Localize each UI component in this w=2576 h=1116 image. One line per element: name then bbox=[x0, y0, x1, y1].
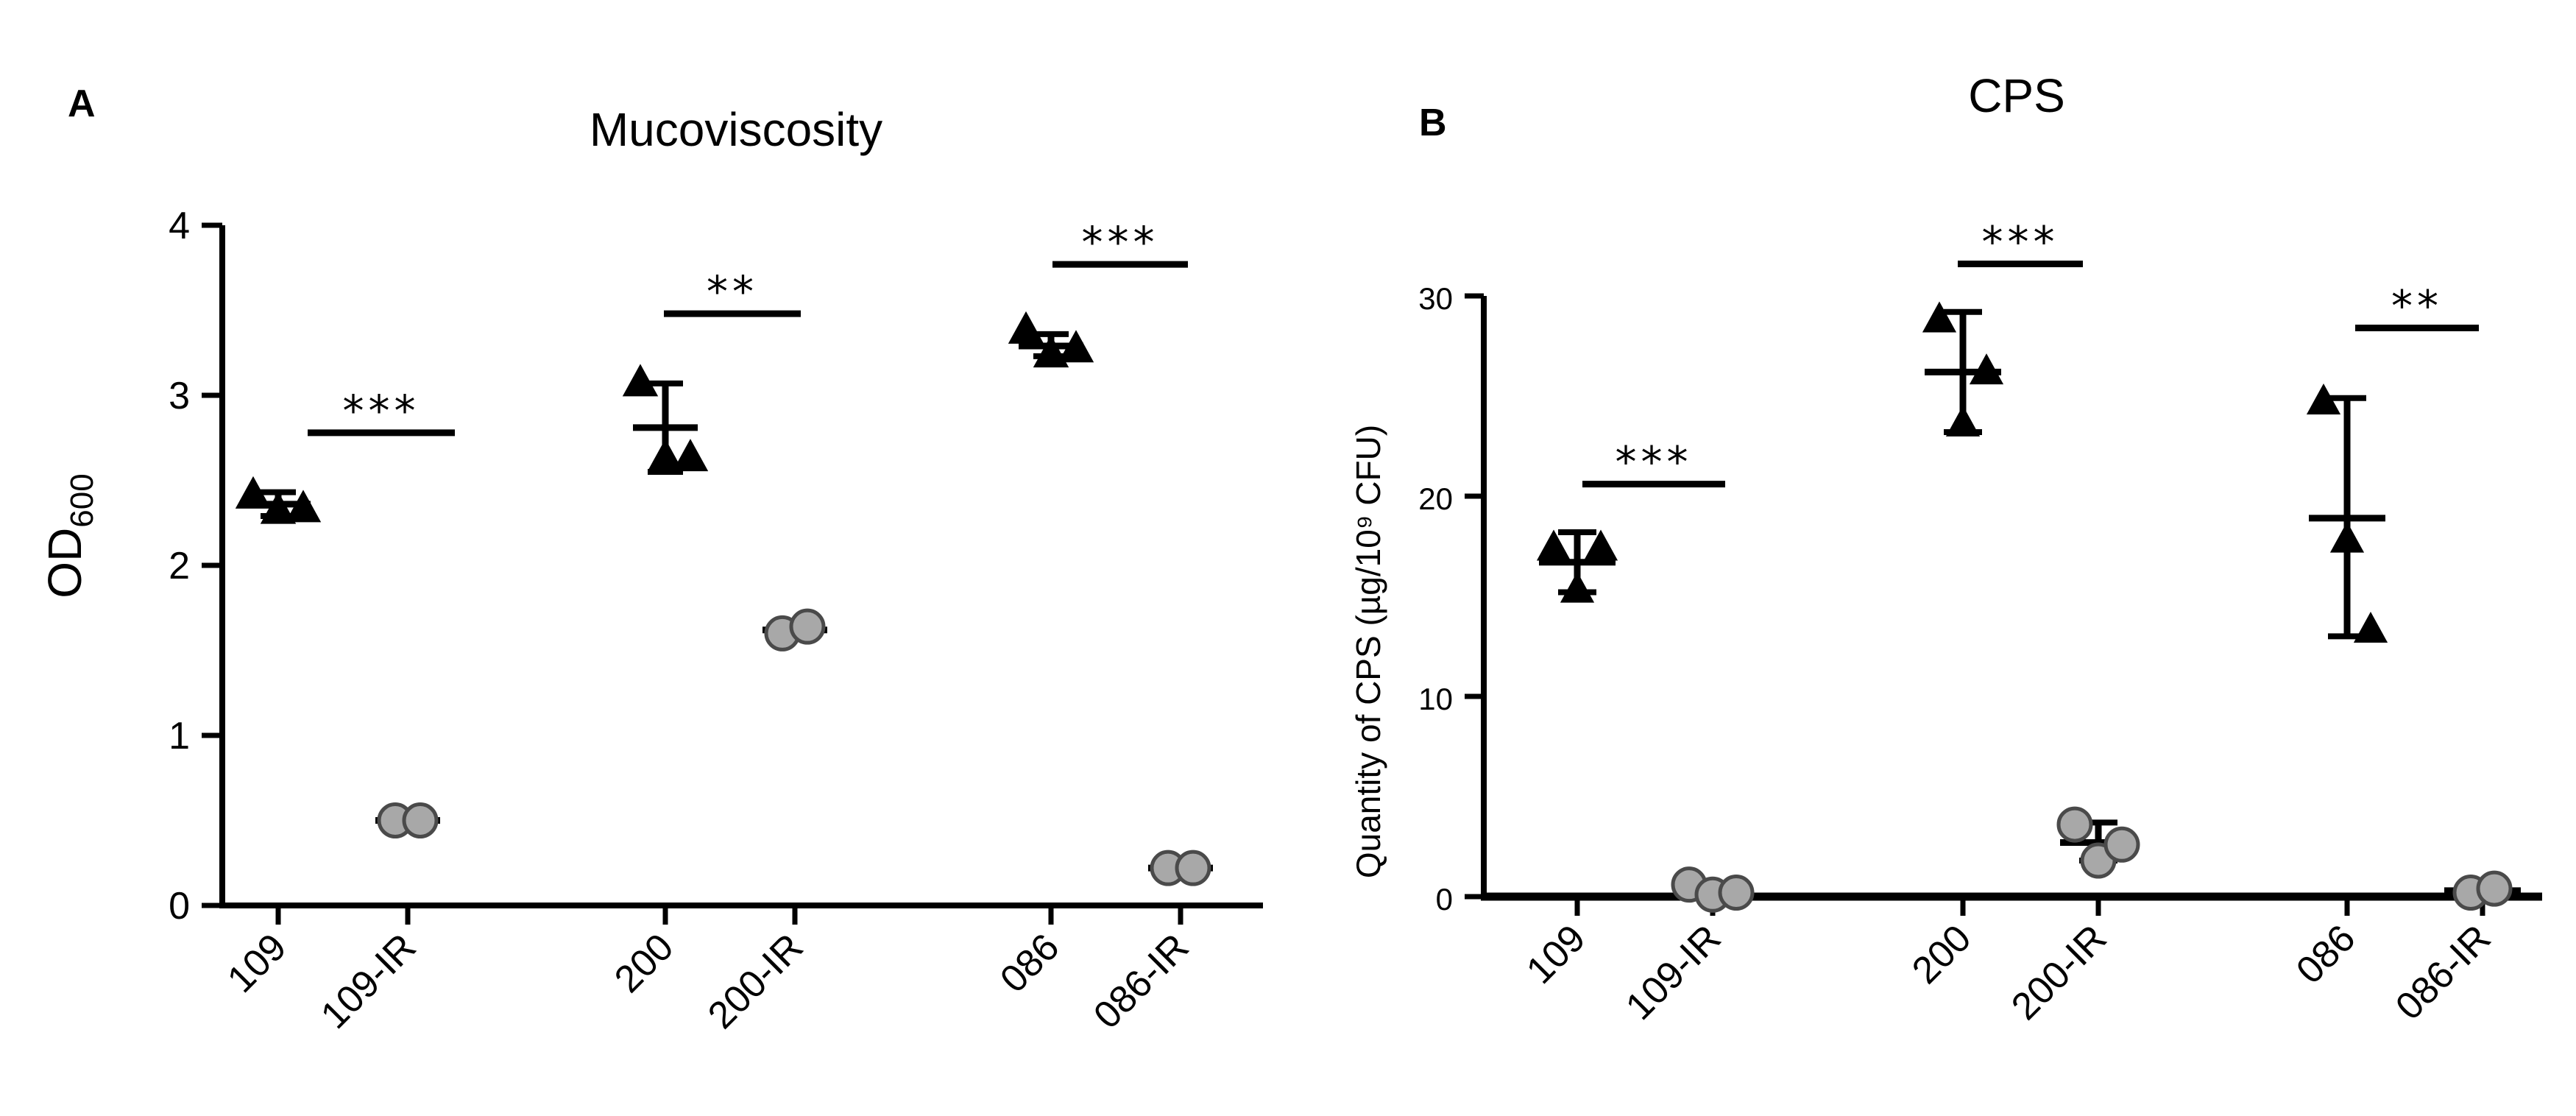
x-category-label: 086 bbox=[2288, 917, 2363, 992]
panel-b-significance: ******** bbox=[1582, 216, 2479, 488]
data-point-triangle bbox=[2353, 612, 2388, 643]
significance-label: *** bbox=[1082, 217, 1159, 267]
data-point-triangle bbox=[2329, 521, 2365, 553]
panel-a-ylabel: OD600 bbox=[38, 473, 100, 598]
data-point-triangle bbox=[285, 490, 322, 523]
y-tick-label: 2 bbox=[169, 545, 190, 587]
data-point-triangle bbox=[2306, 383, 2341, 414]
x-category-label: 086-IR bbox=[1086, 925, 1197, 1036]
data-point-triangle bbox=[1969, 353, 2004, 385]
x-category-label: 109 bbox=[219, 925, 294, 1000]
data-point-triangle bbox=[260, 491, 297, 524]
y-tick-label: 3 bbox=[169, 375, 190, 417]
significance-label: *** bbox=[1982, 216, 2059, 266]
panel-b-cps: B CPS Quantity of CPS (µg/10⁹ CFU) 0 10 20… bbox=[1349, 69, 2542, 1028]
panel-b-ylabel: Quantity of CPS (µg/10⁹ CFU) bbox=[1349, 425, 1387, 878]
panel-b-y-ticks: 0 10 20 30 bbox=[1418, 281, 1484, 917]
x-category-label: 200 bbox=[1904, 917, 1979, 992]
y-tick-label: 10 bbox=[1418, 682, 1453, 716]
x-category-label: 086 bbox=[992, 925, 1067, 1000]
panel-b-title: CPS bbox=[1968, 69, 2065, 122]
panel-a-title: Mucoviscosity bbox=[590, 103, 882, 156]
data-point-circle bbox=[789, 608, 826, 645]
x-category-label: 200-IR bbox=[700, 925, 811, 1036]
data-point-triangle bbox=[1058, 330, 1094, 363]
panel-a-y-ticks: 0 1 2 3 4 bbox=[169, 205, 222, 928]
data-point-circle bbox=[402, 802, 439, 838]
data-point-triangle bbox=[1945, 405, 1981, 437]
x-category-label: 086-IR bbox=[2388, 917, 2499, 1028]
y-tick-label: 0 bbox=[1436, 882, 1453, 917]
y-tick-label: 20 bbox=[1418, 481, 1453, 516]
significance-label: ** bbox=[2391, 281, 2443, 331]
data-point-triangle bbox=[1536, 529, 1571, 561]
significance-label: ** bbox=[707, 266, 758, 317]
data-point-triangle bbox=[1008, 311, 1044, 344]
y-tick-label: 0 bbox=[169, 885, 190, 928]
data-point-triangle bbox=[622, 364, 659, 397]
data-point-triangle bbox=[672, 439, 709, 472]
data-point-triangle bbox=[1922, 301, 1957, 333]
data-point-circle bbox=[2103, 826, 2140, 863]
data-point-circle bbox=[1718, 875, 1755, 911]
significance-label: *** bbox=[343, 386, 420, 436]
panel-b-points bbox=[1536, 301, 2513, 913]
data-point-circle bbox=[2056, 806, 2093, 843]
x-category-label: 200-IR bbox=[2003, 917, 2115, 1028]
panel-a-x-categories: 109 109-IR 200 200-IR 086 086-IR bbox=[219, 905, 1197, 1037]
data-point-circle bbox=[2476, 870, 2513, 907]
significance-label: *** bbox=[1616, 437, 1693, 487]
panel-b-letter: B bbox=[1419, 102, 1447, 144]
data-point-circle bbox=[1175, 850, 1211, 886]
data-point-triangle bbox=[235, 476, 272, 509]
panel-a-points bbox=[235, 311, 1211, 886]
data-point-triangle bbox=[1560, 571, 1595, 603]
panel-a-letter: A bbox=[68, 82, 96, 125]
y-tick-label: 1 bbox=[169, 715, 190, 757]
y-tick-label: 4 bbox=[169, 205, 190, 247]
x-category-label: 200 bbox=[606, 925, 682, 1000]
data-point-triangle bbox=[647, 439, 684, 472]
x-category-label: 109 bbox=[1518, 917, 1593, 992]
y-tick-label: 30 bbox=[1418, 281, 1453, 316]
data-point-triangle bbox=[1583, 529, 1618, 561]
panel-a-ylabel-od: OD bbox=[38, 528, 91, 598]
panel-b-errorbars bbox=[1539, 308, 2521, 894]
panel-b-x-categories: 109 109-IR 200 200-IR 086 086-IR bbox=[1518, 897, 2499, 1028]
x-category-label: 109-IR bbox=[313, 925, 424, 1036]
panel-a-mucoviscosity: A Mucoviscosity OD600 0 1 2 3 4 109 109-IR 200… bbox=[38, 82, 1263, 1037]
x-category-label: 109-IR bbox=[1618, 917, 1729, 1028]
svg-text:OD600: OD600 bbox=[38, 473, 100, 598]
panel-a-ylabel-subscript: 600 bbox=[64, 473, 100, 527]
panel-a-significance: ******** bbox=[308, 217, 1188, 437]
